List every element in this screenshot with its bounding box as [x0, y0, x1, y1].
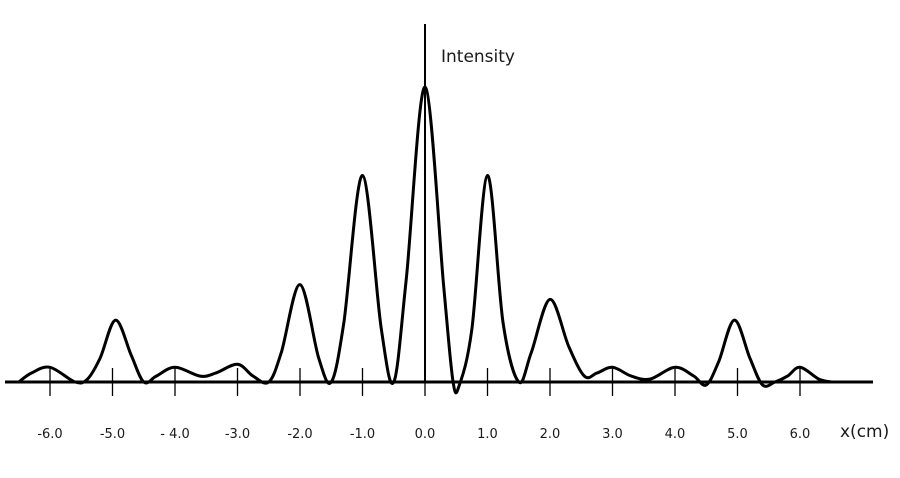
x-tick-label: -5.0	[100, 427, 125, 442]
x-tick-label: - 4.0	[160, 427, 190, 442]
x-tick-label: 0.0	[415, 427, 436, 442]
x-tick-label: 1.0	[477, 427, 498, 442]
x-axis-label: x(cm)	[840, 422, 889, 442]
x-tick-label: 2.0	[540, 427, 561, 442]
x-tick-label: -3.0	[225, 427, 250, 442]
x-tick-labels: -6.0 -5.0 - 4.0 -3.0 -2.0 -1.0 0.0 1.0 2.0 3.0 4.0…	[37, 427, 810, 442]
x-tick-label: -1.0	[350, 427, 375, 442]
x-tick-label: -2.0	[287, 427, 312, 442]
x-tick-label: 5.0	[727, 427, 748, 442]
y-axis-label: Intensity	[441, 47, 515, 67]
intensity-curve	[17, 85, 833, 395]
x-tick-label: 3.0	[602, 427, 623, 442]
x-tick-label: 4.0	[665, 427, 686, 442]
x-tick-label: 6.0	[790, 427, 811, 442]
x-tick-label: -6.0	[37, 427, 62, 442]
